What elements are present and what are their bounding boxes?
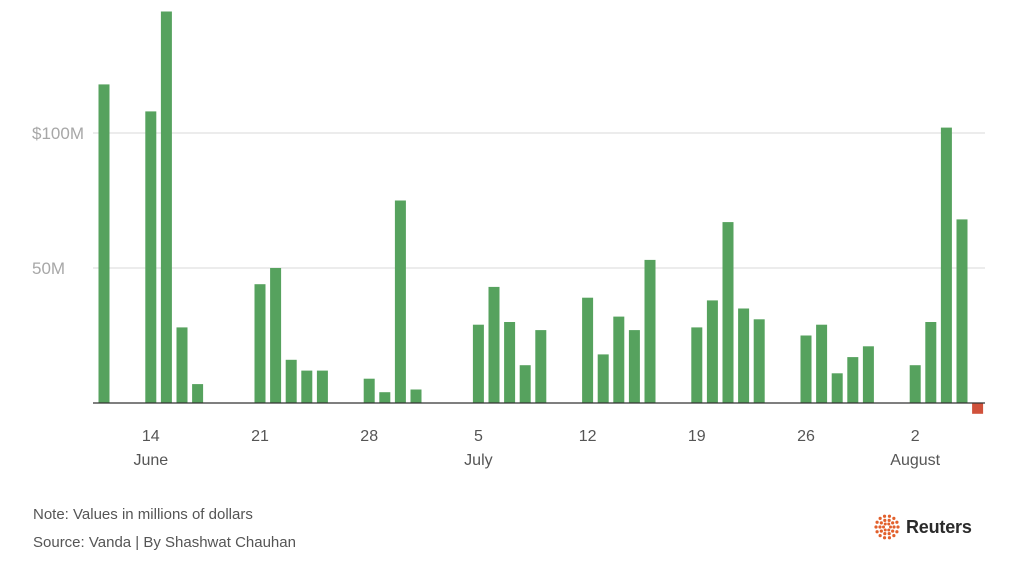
logo-dot [887,532,891,536]
bar [644,259,656,403]
logo-dot [892,516,896,520]
month-label: June [133,452,168,469]
logo-dot [883,528,887,532]
bar [956,219,968,403]
bar [909,365,921,403]
logo-dot [887,518,891,522]
logo-dot [883,532,887,536]
month-labels: June July August [133,452,940,469]
x-tick-label: 19 [688,428,706,445]
bar-chart: 50M $100M 14 21 28 5 12 19 26 2 June July August [32,11,985,469]
bar [940,127,952,403]
bar [145,111,157,404]
x-tick-label: 2 [911,428,920,445]
logo-dot [891,521,895,525]
bar [800,335,812,403]
bar [363,378,375,403]
bar [613,316,625,403]
reuters-logo-icon [874,514,900,540]
logo-dot [896,525,900,529]
bar [316,370,328,403]
bar [582,297,594,403]
logo-dot [891,529,895,533]
bar [472,324,484,403]
logo-dot [887,528,891,532]
x-tick-label: 12 [579,428,597,445]
logo-dot [892,534,896,538]
x-tick-label: 14 [142,428,160,445]
bar [504,322,516,403]
x-axis-ticks: 14 21 28 5 12 19 26 2 [142,428,920,445]
bar [847,357,859,403]
bar [410,389,422,403]
logo-dot [878,525,882,529]
logo-dot [887,514,892,518]
x-tick-label: 28 [360,428,378,445]
bar [379,392,391,403]
bar [753,319,765,403]
bar [628,330,640,403]
bars [98,11,984,414]
month-label: July [464,452,492,469]
logo-dot [892,525,896,529]
bar [176,327,188,403]
logo-dot [875,520,879,524]
logo-dot [875,530,879,534]
bar [722,222,734,403]
y-tick-label: $100M [32,124,84,143]
y-axis-ticks: 50M $100M [32,124,84,278]
bar [831,373,843,403]
logo-dot [895,530,899,534]
bar [597,354,609,403]
bar [738,308,750,403]
logo-dot [879,529,883,533]
bar [816,324,828,403]
bar [160,11,172,403]
logo-dot [882,525,885,529]
bar [519,365,531,403]
reuters-logo-text: Reuters [906,516,972,537]
logo-dot [874,525,878,529]
x-tick-label: 21 [251,428,269,445]
bar [972,403,984,414]
bar [192,384,204,403]
bar [925,322,937,403]
bar [535,330,547,403]
x-tick-label: 26 [797,428,815,445]
month-label: August [890,452,940,469]
footnote: Note: Values in millions of dollars [33,506,253,523]
bar [254,284,266,403]
source-line: Source: Vanda | By Shashwat Chauhan [33,534,296,551]
bar [706,300,718,403]
logo-dot [889,525,892,529]
logo-dot [883,522,887,526]
bar [862,346,874,403]
grid-lines [93,132,985,269]
bar [394,200,406,403]
bar [98,84,110,404]
logo-dot [882,514,887,518]
logo-dot [878,534,882,538]
logo-dot [882,536,887,540]
logo-dot [887,522,891,526]
logo-dot [878,516,882,520]
bar [285,359,297,403]
logo-dot [883,518,887,522]
reuters-logo: Reuters [874,512,972,542]
logo-dot [887,536,892,540]
bar [301,370,313,403]
logo-dot [895,520,899,524]
bar [270,268,282,403]
bar [488,286,500,403]
logo-dot [879,521,883,525]
bar [691,327,703,403]
x-tick-label: 5 [474,428,483,445]
y-tick-label: 50M [32,259,65,278]
